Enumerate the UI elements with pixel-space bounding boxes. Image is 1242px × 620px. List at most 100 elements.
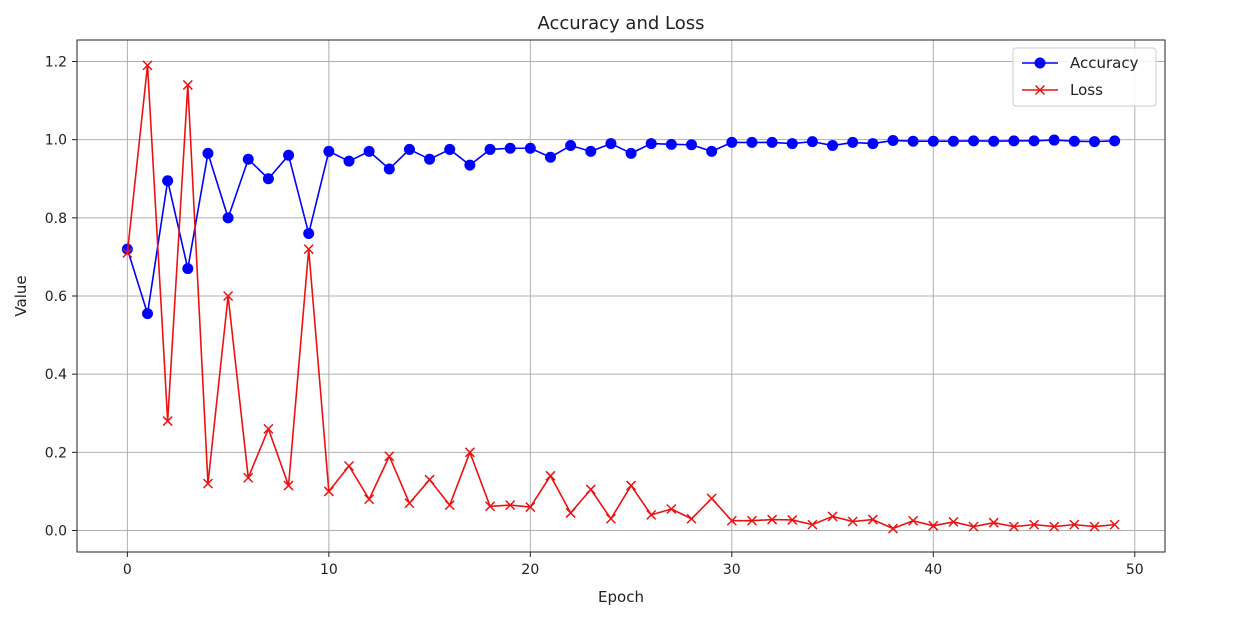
series-layer — [121, 60, 1121, 534]
loss-point — [545, 470, 556, 481]
accuracy-point — [686, 139, 698, 151]
accuracy-point — [424, 153, 436, 165]
loss-point — [807, 519, 818, 530]
loss-point — [646, 509, 657, 520]
y-axis-label: Value — [12, 275, 30, 316]
loss-point — [626, 480, 637, 491]
legend-marker — [1034, 57, 1046, 69]
accuracy-point — [544, 151, 556, 163]
loss-point — [867, 514, 878, 525]
legend-marker — [1034, 84, 1046, 96]
accuracy-point — [142, 308, 154, 320]
accuracy-point — [383, 163, 395, 175]
y-tick-label: 1.0 — [45, 133, 67, 149]
ticks: 0 10 20 30 40 50 0.0 0.2 0.4 0.6 0.8 1.0 1.2 — [45, 54, 1144, 578]
loss-point — [505, 500, 516, 511]
loss-point — [182, 79, 193, 90]
loss-point — [565, 507, 576, 518]
loss-point — [827, 511, 838, 522]
chart-title: Accuracy and Loss — [538, 13, 705, 34]
loss-point — [525, 502, 536, 513]
accuracy-point — [1008, 135, 1020, 147]
x-tick-label: 10 — [320, 562, 338, 578]
accuracy-point — [182, 263, 194, 275]
accuracy-point — [645, 138, 657, 150]
loss-point — [384, 451, 395, 462]
loss-point — [1029, 519, 1040, 530]
loss-point — [202, 478, 213, 489]
accuracy-point — [1028, 135, 1040, 147]
legend-item-loss: Loss — [1022, 81, 1103, 99]
x-tick-label: 0 — [123, 562, 132, 578]
loss-point — [726, 515, 737, 526]
loss-point — [908, 515, 919, 526]
accuracy-point — [1109, 135, 1121, 147]
accuracy-series — [121, 134, 1121, 320]
y-tick-label: 0.6 — [45, 289, 67, 305]
loss-point — [887, 523, 899, 534]
accuracy-point — [524, 142, 536, 154]
accuracy-point — [283, 149, 295, 161]
accuracy-point — [625, 147, 637, 159]
loss-point — [1049, 521, 1060, 532]
loss-point — [1109, 519, 1120, 530]
accuracy-point — [202, 147, 214, 159]
loss-point — [605, 513, 616, 524]
loss-point — [988, 517, 999, 528]
loss-point — [142, 60, 153, 71]
y-tick-label: 0.4 — [45, 367, 67, 383]
loss-point — [243, 472, 254, 483]
loss-point — [343, 460, 355, 472]
accuracy-point — [605, 138, 617, 150]
accuracy-point — [585, 145, 597, 157]
accuracy-point — [867, 138, 879, 150]
accuracy-line — [126, 139, 1115, 315]
loss-point — [948, 516, 959, 527]
accuracy-point — [565, 140, 577, 152]
loss-point — [464, 447, 475, 458]
y-tick-label: 0.8 — [45, 211, 67, 227]
accuracy-point — [827, 140, 839, 152]
accuracy-point — [343, 155, 355, 167]
loss-point — [1008, 521, 1019, 532]
accuracy-point — [303, 227, 315, 239]
accuracy-point — [927, 135, 939, 147]
accuracy-point — [444, 143, 456, 155]
accuracy-point — [403, 143, 415, 155]
loss-point — [767, 514, 778, 525]
legend: Accuracy Loss — [1012, 47, 1157, 107]
loss-point — [485, 501, 496, 512]
accuracy-point — [363, 145, 375, 157]
loss-point — [223, 290, 234, 302]
loss-point — [323, 486, 334, 497]
legend-label: Accuracy — [1070, 54, 1139, 72]
loss-point — [424, 474, 435, 485]
accuracy-point — [786, 138, 798, 150]
y-tick-label: 0.2 — [45, 445, 67, 461]
x-tick-label: 20 — [521, 562, 539, 578]
loss-point — [263, 423, 274, 434]
loss-series — [122, 60, 1120, 534]
x-tick-label: 50 — [1126, 562, 1144, 578]
accuracy-point — [665, 138, 677, 150]
accuracy-point — [988, 135, 1000, 147]
loss-point — [746, 515, 757, 526]
y-tick-label: 1.2 — [45, 54, 67, 70]
y-tick-label: 0.0 — [45, 524, 67, 540]
accuracy-point — [968, 135, 980, 147]
loss-point — [706, 493, 717, 504]
loss-point — [928, 520, 939, 531]
accuracy-point — [262, 173, 274, 185]
loss-point — [162, 416, 173, 427]
grid — [77, 40, 1165, 552]
loss-point — [686, 513, 697, 524]
loss-point — [968, 521, 979, 532]
legend-item-accuracy: Accuracy — [1022, 54, 1139, 72]
loss-point — [847, 516, 858, 527]
loss-line — [126, 64, 1115, 530]
legend-label: Loss — [1070, 81, 1103, 99]
accuracy-point — [947, 135, 959, 147]
loss-point — [283, 480, 294, 491]
x-tick-label: 40 — [924, 562, 942, 578]
loss-point — [787, 514, 798, 525]
